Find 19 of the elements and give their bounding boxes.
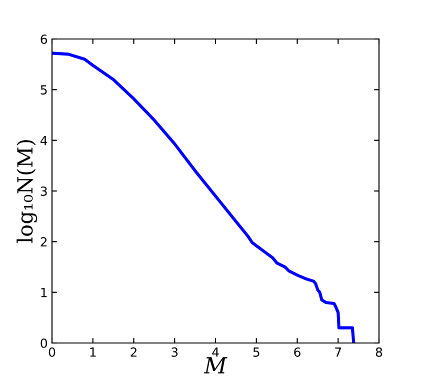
x-tick-label: 7 bbox=[335, 348, 342, 357]
y-tick-label: 5 bbox=[40, 85, 47, 95]
x-tick-label: 2 bbox=[130, 347, 136, 357]
x-tick-label: 4 bbox=[212, 348, 219, 357]
x-axis-title: M bbox=[204, 357, 228, 374]
y-tick-label: 1 bbox=[41, 288, 47, 298]
x-tick-label: 3 bbox=[172, 347, 178, 357]
y-tick-label: 6 bbox=[40, 34, 48, 44]
x-tick-label: 8 bbox=[376, 347, 382, 357]
x-tick-label: 5 bbox=[253, 348, 260, 357]
x-tick-label: 6 bbox=[294, 347, 300, 357]
y-tick-label: 3 bbox=[40, 186, 47, 196]
x-tick-label: 1 bbox=[90, 348, 96, 357]
y-tick-label: 0 bbox=[40, 338, 48, 348]
y-tick-label: 2 bbox=[40, 237, 47, 246]
y-tick-label: 4 bbox=[40, 136, 48, 146]
line-series bbox=[52, 52, 356, 343]
y-axis-title: log₁₀N(M) bbox=[16, 140, 38, 243]
x-tick-label: 0 bbox=[48, 347, 56, 357]
